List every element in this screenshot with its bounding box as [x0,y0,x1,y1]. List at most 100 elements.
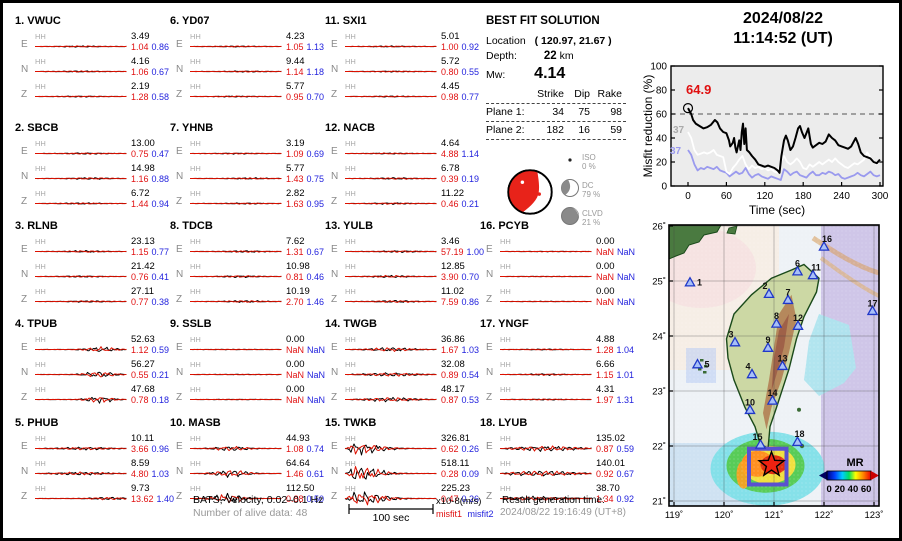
amplitude-value: 52.63 [131,334,155,345]
trace-values: 0.00 NaN NaN [286,384,326,406]
trace-row: Z HH 11.22 0.46 0.21 [325,188,479,212]
observed-trace [190,470,282,478]
amplitude-value: 326.81 [441,433,471,444]
misfit1-value: 1.00 [441,42,459,52]
amplitude-value: 9.73 [131,483,150,494]
trace-values: 326.81 0.62 0.26 [441,433,481,455]
station-block: 10. MASB E HH 44.93 1.08 0.74 N HH 64.64 1.46 0.61… [170,417,324,513]
synthetic-trace [189,250,282,253]
lat-tick-label: 22˚ [652,442,666,453]
penghu-islet [704,365,708,368]
amplitude-value: 5.77 [286,163,305,174]
trace-row: N HH 518.11 0.28 0.09 [325,458,479,482]
trace-row: N HH 8.59 4.80 1.03 [15,458,171,482]
misfit-values: 1.34 0.92 [596,494,636,505]
station-block: 3. RLNB E HH 23.13 1.15 0.77 N HH 21.42 0.76 0.41 Z… [15,220,169,316]
synthetic-trace [499,250,592,253]
synthetic-trace [344,372,437,377]
waveform: HH [34,335,127,352]
component-label: E [331,146,338,157]
waveform: HH [344,139,437,155]
synthetic-trace [34,95,127,98]
trace-row: Z HH 47.68 0.78 0.18 [15,384,169,408]
component-label: Z [21,89,28,100]
clvd-icon [561,207,579,225]
iso-label: ISO 0 % [582,153,596,171]
component-label: E [331,39,338,50]
trace-values: 3.46 57.19 1.00 [441,236,484,258]
waveform: HH [344,459,437,480]
misfit-values: 4.80 1.03 [131,469,171,480]
trace-row: E HH 13.00 0.75 0.47 [15,138,171,162]
trace-row: N HH 64.64 1.46 0.61 [170,458,324,482]
amplitude-value: 6.78 [441,163,460,174]
station-title: 8. TDCB [170,220,213,232]
misfit-values: 1.97 1.31 [596,395,636,406]
station-block: 16. PCYB E HH 0.00 NaN NaN N HH 0.00 NaN NaN Z HH 0.0… [480,220,635,316]
waveform: HH [344,434,437,456]
y-tick-label: 60 [656,110,668,121]
component-label: N [331,367,339,378]
channel-label: HH [190,484,201,493]
station-block: 5. PHUB E HH 10.11 3.66 0.96 N HH 8.59 4.80 1.03 Z H… [15,417,174,513]
synthetic-trace [190,494,282,504]
map-station-marker [791,265,804,276]
component-label: Z [21,294,28,305]
waveform: HH [34,32,127,48]
col-rake: Rake [597,88,622,100]
trace-values: 56.27 0.55 0.21 [131,359,171,381]
channel-label: HH [35,459,46,468]
synthetic-trace [500,373,592,376]
misfit2-value: 0.59 [616,444,635,454]
synthetic-trace [345,45,437,48]
channel-label: HH [345,434,356,443]
map-station-number: 15 [752,432,762,442]
misfit-values: 1.67 1.03 [441,345,481,356]
map-station-marker [766,394,779,405]
misfit1-value: 0.77 [131,297,149,307]
waveform: HH [34,139,127,155]
amplitude-value: 27.11 [131,286,155,297]
trace-values: 4.88 1.28 1.04 [596,334,636,356]
station-title: 13. YULB [325,220,374,232]
misfit-values: 0.75 0.47 [131,149,171,160]
misfit-values: 0.92 0.67 [596,469,636,480]
amplitude-value: 8.59 [131,458,150,469]
trace-row: Z HH 2.82 1.63 0.95 [170,188,324,212]
component-label: N [486,367,494,378]
misfit2-value: 0.96 [151,444,170,454]
component-label: Z [176,89,183,100]
amplitude-value: 140.01 [596,458,626,469]
trace-row: Z HH 2.19 1.28 0.58 [15,81,169,105]
misfit1-value: 0.78 [131,395,149,405]
mechanism-area: ISO 0 % DC 79 % CLVD 21 % [486,143,644,227]
misfit1-value: 0.62 [441,444,459,454]
epicenter-search-box [747,446,789,487]
trace-values: 6.78 0.39 0.19 [441,163,481,185]
component-label: N [486,269,494,280]
channel-label: HH [190,385,201,394]
map-station-marker [792,319,804,330]
waveform: HH [499,434,592,452]
channel-label: HH [35,32,46,41]
waveform: HH [499,262,592,278]
station-title: 15. TWKB [325,417,377,429]
component-label: Z [176,491,183,502]
x-tick-label: 60 [721,191,733,202]
amplitude-value: 14.98 [131,163,155,174]
map-station-marker [776,359,789,371]
misfit2-value: 1.40 [156,494,175,504]
mr-colorbar: MR 0 20 40 60 [819,457,879,495]
best-solution-misfit-black [687,107,881,174]
trace-values: 0.00 NaN NaN [286,334,326,356]
trace-row: N HH 0.00 NaN NaN [170,359,325,383]
trace-row: N HH 140.01 0.92 0.67 [480,458,636,482]
misfit1-value: NaN [286,395,305,405]
misfit1-value: 2.70 [286,297,304,307]
green-island [797,407,801,412]
trace-row: N HH 4.16 1.06 0.67 [15,56,169,80]
trace-row: Z HH 112.50 0.88 0.50 [170,483,324,507]
lon-tick-label: 120˚ [714,510,733,521]
map-station-number: 5 [705,360,710,370]
map-station-number: 12 [793,313,803,323]
